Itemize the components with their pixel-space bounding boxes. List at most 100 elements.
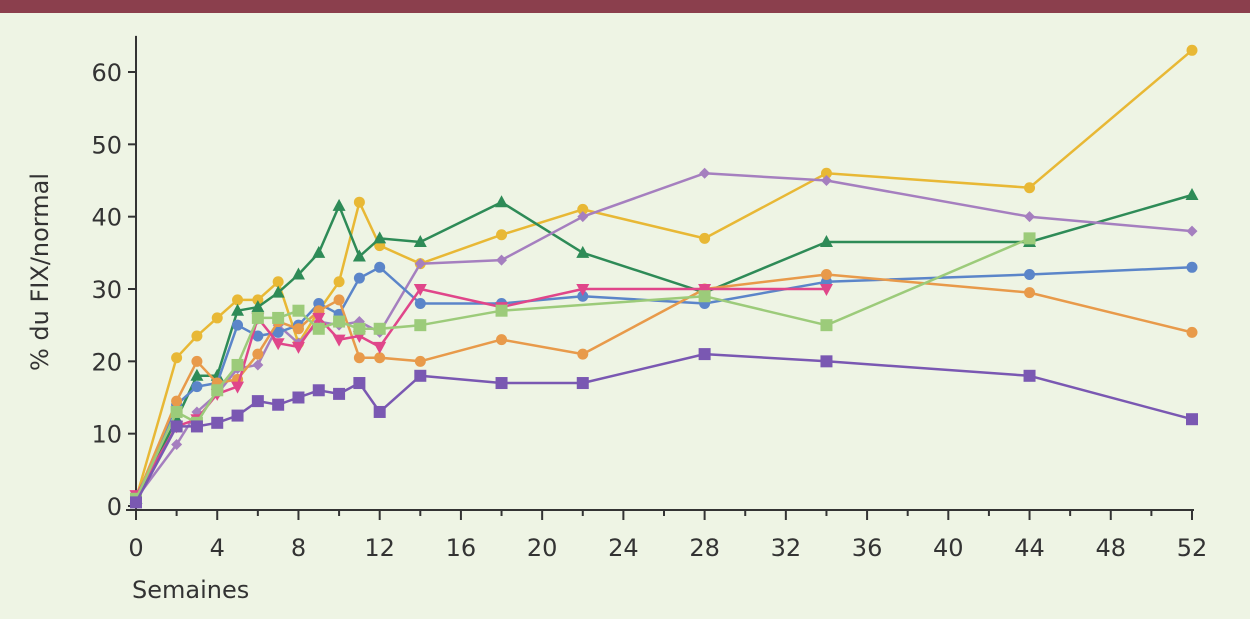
data-point [231,381,245,394]
data-point [1024,287,1036,299]
x-tick-label: 24 [608,534,639,562]
data-point [312,384,325,397]
data-point [414,297,426,309]
data-point [191,355,203,367]
data-point [190,368,204,381]
series-3 [130,167,1198,505]
x-tick-label: 20 [527,534,558,562]
y-tick-label: 0 [107,493,122,521]
data-point [495,195,509,208]
data-point [312,312,326,325]
data-point [577,348,589,360]
data-point [414,319,427,332]
x-tick-label: 8 [291,534,306,562]
data-point [414,258,426,270]
data-point [373,231,387,244]
data-point [1024,269,1036,281]
x-tick-label: 16 [446,534,477,562]
data-point [252,294,264,306]
x-axis-title: Semaines [132,576,249,604]
data-point [495,377,508,390]
data-point [272,398,285,411]
x-ticks: 0 4 8 12 16 20 24 28 32 36 40 44 48 52 [128,510,1207,562]
data-point [1186,225,1198,237]
x-tick-label: 32 [771,534,802,562]
data-point [819,284,833,296]
data-point [130,496,142,509]
data-point [413,234,427,247]
data-point [333,387,346,400]
series-5 [130,269,1198,505]
data-point [271,285,285,298]
data-point [292,304,305,317]
data-point [312,322,325,335]
x-tick-label: 52 [1177,534,1208,562]
data-point [1186,261,1198,273]
data-point [373,341,387,354]
data-point [291,267,305,280]
x-tick-label: 12 [364,534,395,562]
data-point [191,330,203,342]
data-point [211,384,224,397]
data-point [414,369,427,382]
data-point [413,284,427,296]
data-point [312,245,326,258]
x-tick-label: 28 [689,534,720,562]
series-line [134,266,1193,500]
data-point [352,249,366,262]
data-point [1023,369,1036,382]
y-tick-label: 30 [91,276,122,304]
y-tick-label: 10 [91,421,122,449]
data-point [271,338,285,351]
data-point [332,198,346,211]
y-tick-label: 60 [91,59,122,87]
data-point [211,416,224,429]
data-point [353,377,366,390]
header-bar [0,0,1250,13]
data-point [231,303,245,316]
data-point [414,355,426,367]
data-point [698,348,711,361]
data-point [1024,211,1036,223]
data-point [170,405,183,418]
data-point [251,311,264,324]
data-point [251,300,265,313]
data-point [577,211,589,223]
data-point [699,232,711,244]
x-tick-label: 44 [1014,534,1045,562]
x-tick-label: 40 [933,534,964,562]
data-point [820,167,832,179]
data-point [820,319,833,332]
data-point [171,439,183,451]
data-point [291,341,305,354]
data-point [211,312,223,324]
data-point [272,311,285,324]
series-line [134,172,1193,500]
data-point [496,334,508,346]
data-point [1186,413,1198,426]
x-tick-label: 0 [128,534,143,562]
data-point [496,229,508,241]
data-point [292,323,304,335]
data-point [576,377,589,390]
data-point [820,175,832,186]
y-tick-label: 40 [91,204,122,232]
data-point [231,409,244,422]
data-point [577,290,589,302]
series-7 [130,232,1036,505]
data-point [576,284,590,296]
data-point [272,326,284,338]
data-point [332,334,346,347]
data-point [252,348,264,360]
data-point [190,420,203,433]
data-point [272,276,284,288]
data-point [495,304,508,317]
y-tick-label: 50 [91,131,122,159]
data-point [353,196,365,208]
data-point [1024,182,1036,194]
data-point [576,245,590,258]
data-point [496,254,508,266]
data-point [170,420,183,433]
y-ticks: 0 10 20 30 40 50 60 [91,59,136,521]
